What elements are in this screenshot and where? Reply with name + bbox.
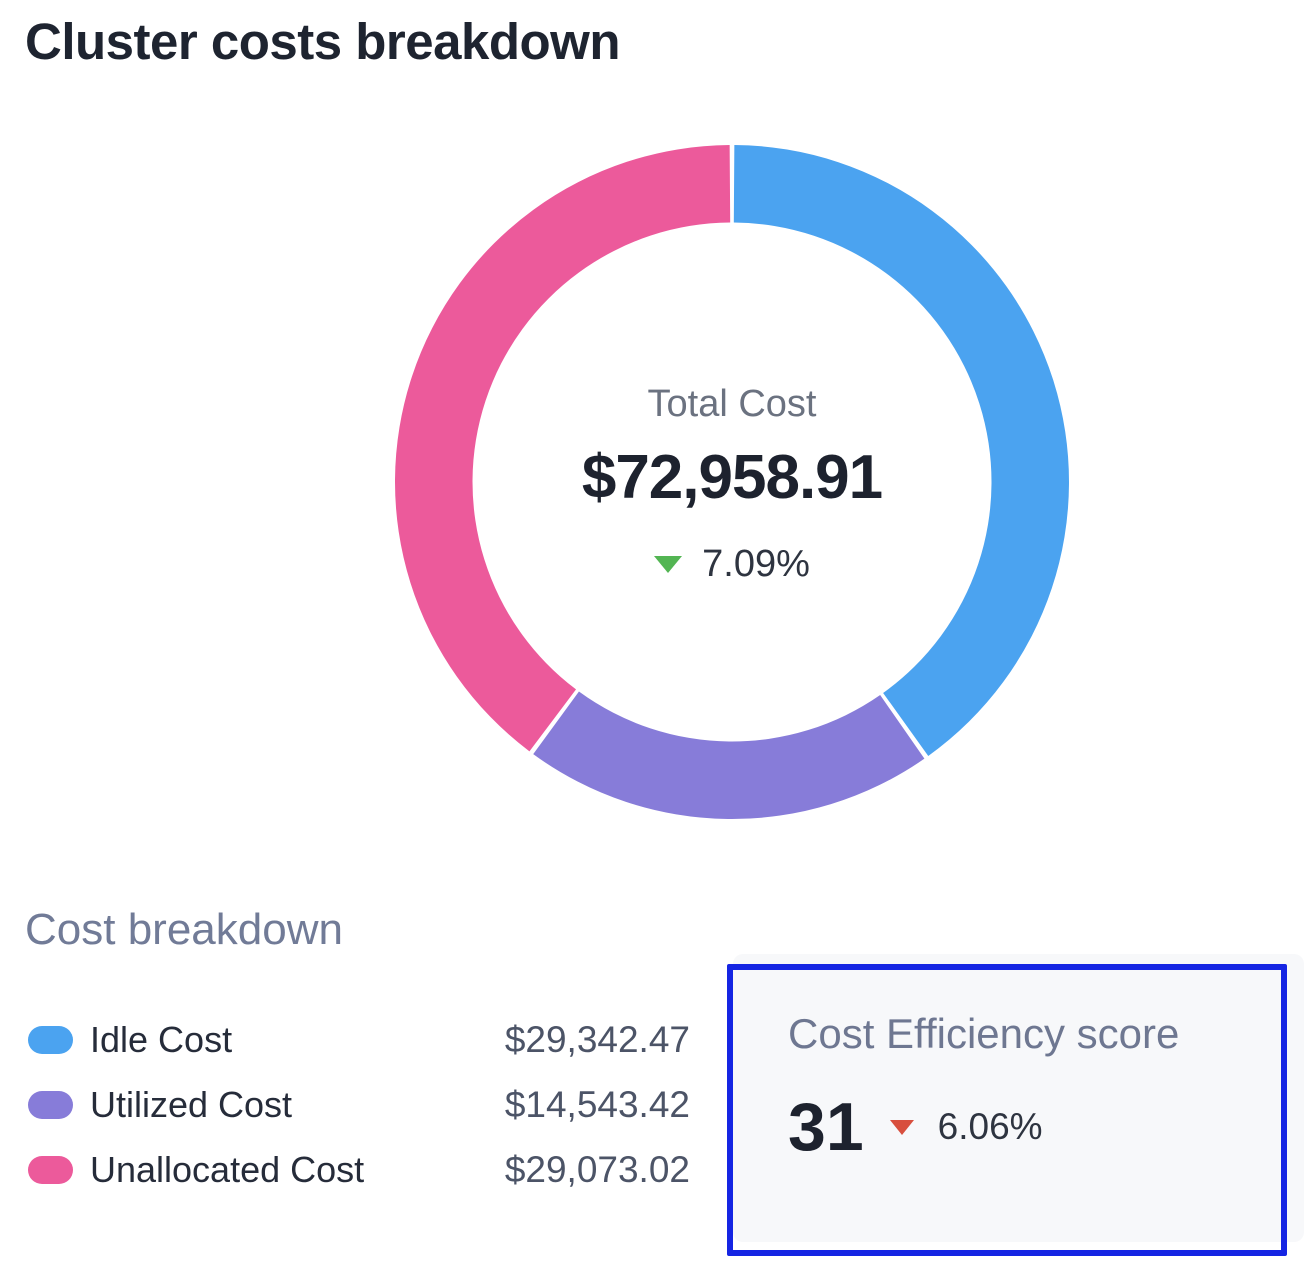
legend-swatch-unallocated-cost [28,1156,73,1184]
donut-svg [395,145,1069,819]
donut-segment-utilized-cost[interactable] [533,691,925,819]
total-cost-change: 7.09% [432,543,1032,586]
cost-breakdown-legend: Idle Cost $29,342.47 Utilized Cost $14,543.… [28,1019,690,1214]
legend-swatch-idle-cost [28,1026,73,1054]
legend-value-utilized-cost: $14,543.42 [504,1084,690,1125]
cost-breakdown-heading: Cost breakdown [25,905,343,954]
cost-efficiency-score: 31 [788,1089,864,1165]
donut-segment-unallocated-cost[interactable] [395,145,731,752]
legend-item-unallocated-cost[interactable]: Unallocated Cost $29,073.02 [28,1149,690,1191]
legend-label-idle-cost: Idle Cost [90,1019,233,1060]
total-cost-label: Total Cost [647,383,817,425]
donut-segment-idle-cost[interactable] [733,145,1069,756]
page-title: Cluster costs breakdown [25,13,621,70]
legend-swatch-utilized-cost [28,1091,73,1119]
legend-label-utilized-cost: Utilized Cost [90,1084,293,1125]
legend-item-utilized-cost[interactable]: Utilized Cost $14,543.42 [28,1084,690,1126]
cost-efficiency-row: 31 6.06% [788,1088,1304,1166]
legend-label-unallocated-cost: Unallocated Cost [90,1149,365,1190]
cost-efficiency-change-value: 6.06% [937,1106,1043,1147]
legend-value-unallocated-cost: $29,073.02 [504,1149,690,1190]
trend-down-icon [889,1119,914,1135]
cost-efficiency-card: Cost Efficiency score 31 6.06% [733,954,1304,1242]
total-cost-change-value: 7.09% [702,543,810,585]
donut-center: Total Cost $72,958.91 7.09% [432,383,1032,586]
total-cost-value: $72,958.91 [581,443,883,512]
legend-value-idle-cost: $29,342.47 [504,1019,690,1060]
cost-efficiency-change: 6.06% [889,1106,1043,1148]
legend-item-idle-cost[interactable]: Idle Cost $29,342.47 [28,1019,690,1061]
donut-chart: Total Cost $72,958.91 7.09% [395,145,1069,819]
cost-efficiency-label: Cost Efficiency score [788,1010,1180,1057]
trend-down-icon [654,556,683,573]
